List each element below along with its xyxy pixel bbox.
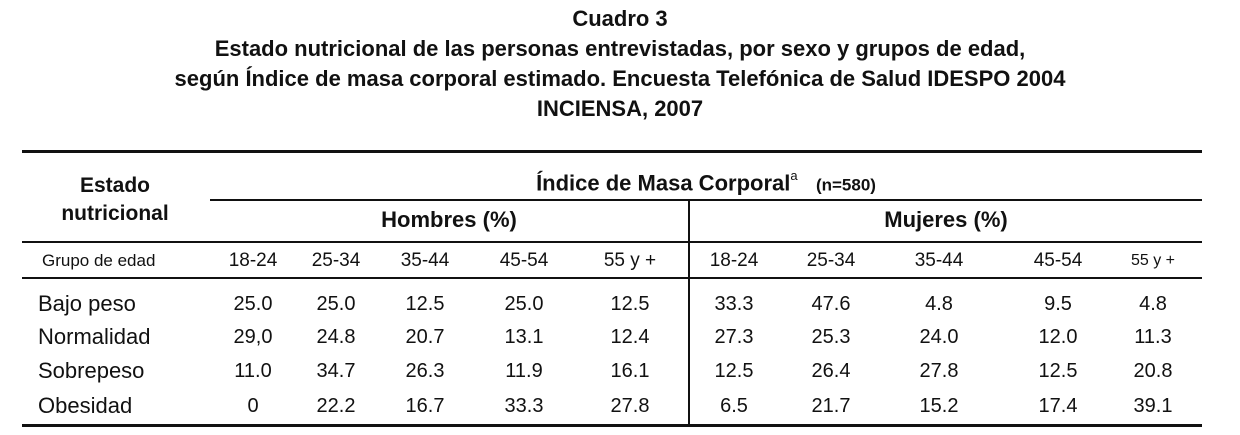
caption-source: INCIENSA, 2007 — [536, 96, 704, 121]
age-header-cell: 18-24 — [228, 250, 278, 271]
table-cell: 12.5 — [714, 360, 754, 382]
table-cell: 16.7 — [405, 395, 445, 417]
footnote-marker: a — [790, 168, 798, 183]
group-header-women: Mujeres (%) — [884, 207, 1008, 232]
table-cell: 9.5 — [1044, 293, 1072, 315]
table-cell: 6.5 — [720, 395, 748, 417]
table-cell: 47.6 — [811, 293, 851, 315]
age-header-cell: 18-24 — [709, 250, 759, 271]
table-cell: 12.4 — [610, 326, 650, 348]
table-cell: 26.4 — [811, 360, 851, 382]
row-label: Obesidad — [38, 393, 133, 418]
table-cell: 16.1 — [610, 360, 650, 382]
table-cell: 4.8 — [1139, 293, 1167, 315]
table-cell: 12.0 — [1038, 326, 1078, 348]
table-cell: 25.0 — [233, 293, 273, 315]
table-cell: 12.5 — [1038, 360, 1078, 382]
table-cell: 22.2 — [316, 395, 356, 417]
table-cell: 24.8 — [316, 326, 356, 348]
caption-line-1: Estado nutricional de las personas entre… — [214, 36, 1026, 61]
stub-header-line2: nutricional — [61, 202, 169, 225]
table-cell: 12.5 — [610, 293, 650, 315]
table-cell: 12.5 — [405, 293, 445, 315]
table-cell: 39.1 — [1133, 395, 1173, 417]
table-cell: 20.8 — [1133, 360, 1173, 382]
table-cell: 11.3 — [1134, 326, 1172, 348]
row-label: Sobrepeso — [38, 358, 145, 383]
spanner-rule — [210, 199, 1202, 201]
stub-header-line1: Estado — [79, 174, 150, 197]
age-header-cell: 25-34 — [311, 250, 361, 271]
group-header-men: Hombres (%) — [381, 207, 517, 232]
table-cell: 13.1 — [504, 326, 544, 348]
age-header-cell: 45-54 — [499, 250, 549, 271]
table-cell: 25.0 — [504, 293, 544, 315]
table-cell: 11.9 — [505, 360, 543, 382]
age-header-cell: 55 y + — [603, 250, 657, 271]
table-caption: Cuadro 3 Estado nutricional de las perso… — [0, 4, 1240, 124]
sex-divider — [688, 200, 690, 425]
age-header-cell: 55 y + — [1130, 252, 1176, 269]
stub-header: Estado nutricional — [22, 172, 208, 228]
table-cell: 17.4 — [1038, 395, 1078, 417]
table-cell: 4.8 — [925, 293, 953, 315]
sample-size: (n=580) — [815, 175, 876, 195]
age-row-label: Grupo de edad — [42, 251, 156, 270]
age-header-cell: 35-44 — [400, 250, 450, 271]
top-rule — [22, 150, 1202, 153]
age-rule — [22, 277, 1202, 279]
table-cell: 33.3 — [504, 395, 544, 417]
table-cell: 24.0 — [919, 326, 959, 348]
table-cell: 20.7 — [405, 326, 445, 348]
row-label: Bajo peso — [38, 291, 136, 316]
age-header-cell: 25-34 — [806, 250, 856, 271]
table-cell: 26.3 — [405, 360, 445, 382]
table-cell: 34.7 — [316, 360, 356, 382]
bottom-rule — [22, 424, 1202, 427]
table-cell: 25.3 — [811, 326, 851, 348]
caption-number: Cuadro 3 — [572, 6, 668, 31]
age-header-cell: 45-54 — [1033, 250, 1083, 271]
row-label: Normalidad — [38, 324, 151, 349]
table-cell: 27.8 — [919, 360, 959, 382]
table-cell: 15.2 — [919, 395, 959, 417]
age-header-cell: 35-44 — [914, 250, 964, 271]
table-cell: 27.8 — [610, 395, 650, 417]
table-cell: 11.0 — [234, 360, 272, 382]
table-cell: 25.0 — [316, 293, 356, 315]
table-cell: 29,0 — [233, 326, 273, 348]
spanner-label: Índice de Masa Corporal — [536, 170, 791, 196]
caption-line-2: según Índice de masa corporal estimado. … — [174, 66, 1066, 91]
spanner-header: Índice de Masa Corporala (n=580) — [210, 163, 1202, 200]
table-cell: 21.7 — [811, 395, 851, 417]
table-cell: 0 — [247, 395, 259, 417]
table-cell: 27.3 — [714, 326, 754, 348]
group-rule — [22, 241, 1202, 243]
table-cell: 33.3 — [714, 293, 754, 315]
